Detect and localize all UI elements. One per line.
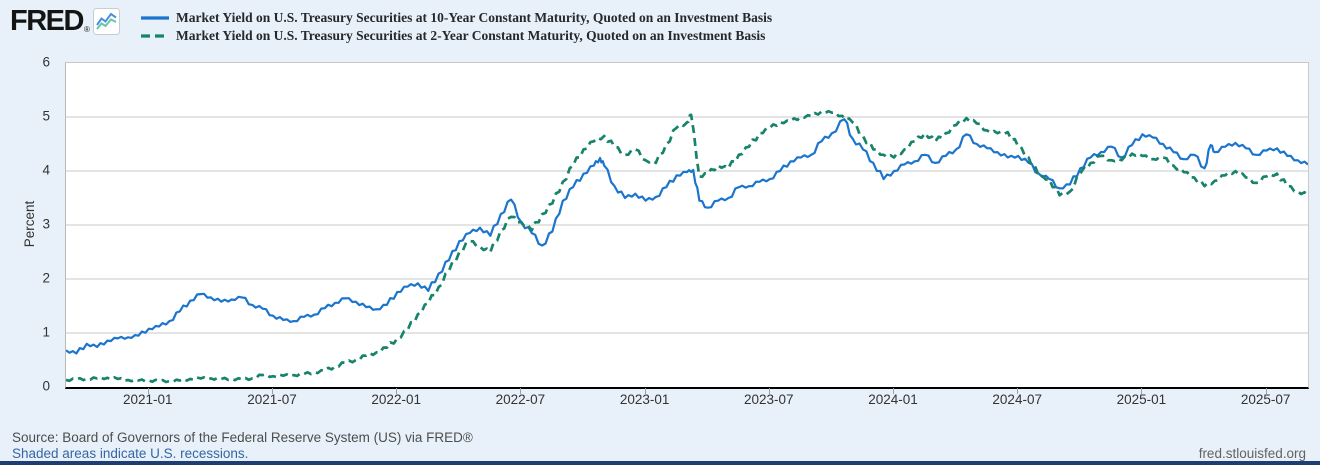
fred-logo[interactable]: FRED ® <box>10 5 120 37</box>
x-tick-mark <box>644 388 646 394</box>
fred-logo-text: FRED <box>10 5 84 37</box>
x-tick-mark <box>272 388 273 394</box>
x-tick-mark <box>1017 388 1019 394</box>
x-tick-label: 2024-07 <box>992 392 1042 407</box>
x-tick-mark <box>893 388 894 394</box>
series-line-10-year[interactable] <box>66 118 1308 355</box>
x-tick-label: 2023-01 <box>619 392 670 407</box>
x-tick-mark <box>147 388 149 394</box>
y-tick-label: 2 <box>42 270 50 286</box>
x-tick-mark <box>1141 388 1143 394</box>
legend: Market Yield on U.S. Treasury Securities… <box>140 9 772 45</box>
fred-site-link[interactable]: fred.stlouisfed.org <box>1198 446 1306 461</box>
source-attribution: Source: Board of Governors of the Federa… <box>12 430 473 445</box>
y-tick-label: 1 <box>42 324 50 340</box>
x-tick-label: 2025-07 <box>1240 392 1291 407</box>
y-tick-label: 3 <box>42 216 50 232</box>
x-tick-label: 2022-07 <box>495 392 546 407</box>
plot-area[interactable] <box>65 62 1309 389</box>
y-tick-label: 6 <box>42 54 50 70</box>
x-tick-mark <box>520 388 522 394</box>
y-tick-label: 4 <box>42 162 50 178</box>
legend-swatch-solid <box>141 16 169 20</box>
x-tick-label: 2022-01 <box>371 392 421 407</box>
x-tick-label: 2021-07 <box>247 392 297 407</box>
x-tick-label: 2025-01 <box>1116 392 1167 407</box>
x-tick-mark <box>396 388 398 394</box>
x-tick-mark <box>768 388 770 394</box>
y-tick-label: 0 <box>42 378 50 394</box>
bottom-accent-bar <box>0 461 1320 465</box>
chart-canvas[interactable] <box>66 63 1308 387</box>
line-chart-icon <box>92 7 120 35</box>
registered-trademark-mark: ® <box>83 25 90 34</box>
legend-label: Market Yield on U.S. Treasury Securities… <box>176 28 766 43</box>
y-axis-labels: 0 1 2 3 4 5 6 <box>0 55 58 394</box>
legend-item: Market Yield on U.S. Treasury Securities… <box>140 9 772 27</box>
legend-item: Market Yield on U.S. Treasury Securities… <box>140 27 772 45</box>
x-tick-label: 2023-07 <box>744 392 794 407</box>
x-tick-mark <box>1265 388 1267 394</box>
recession-note-link[interactable]: Shaded areas indicate U.S. recessions. <box>12 446 249 461</box>
series-line-2-year[interactable] <box>66 109 1308 384</box>
x-tick-label: 2021-01 <box>123 392 173 407</box>
legend-label: Market Yield on U.S. Treasury Securities… <box>176 10 773 25</box>
y-tick-label: 5 <box>42 108 50 124</box>
x-tick-label: 2024-01 <box>868 392 918 407</box>
legend-swatch-dashed <box>141 34 169 38</box>
x-axis-labels: 2021-01 2021-07 2022-01 2022-07 2023-01 2023-… <box>0 392 1320 412</box>
